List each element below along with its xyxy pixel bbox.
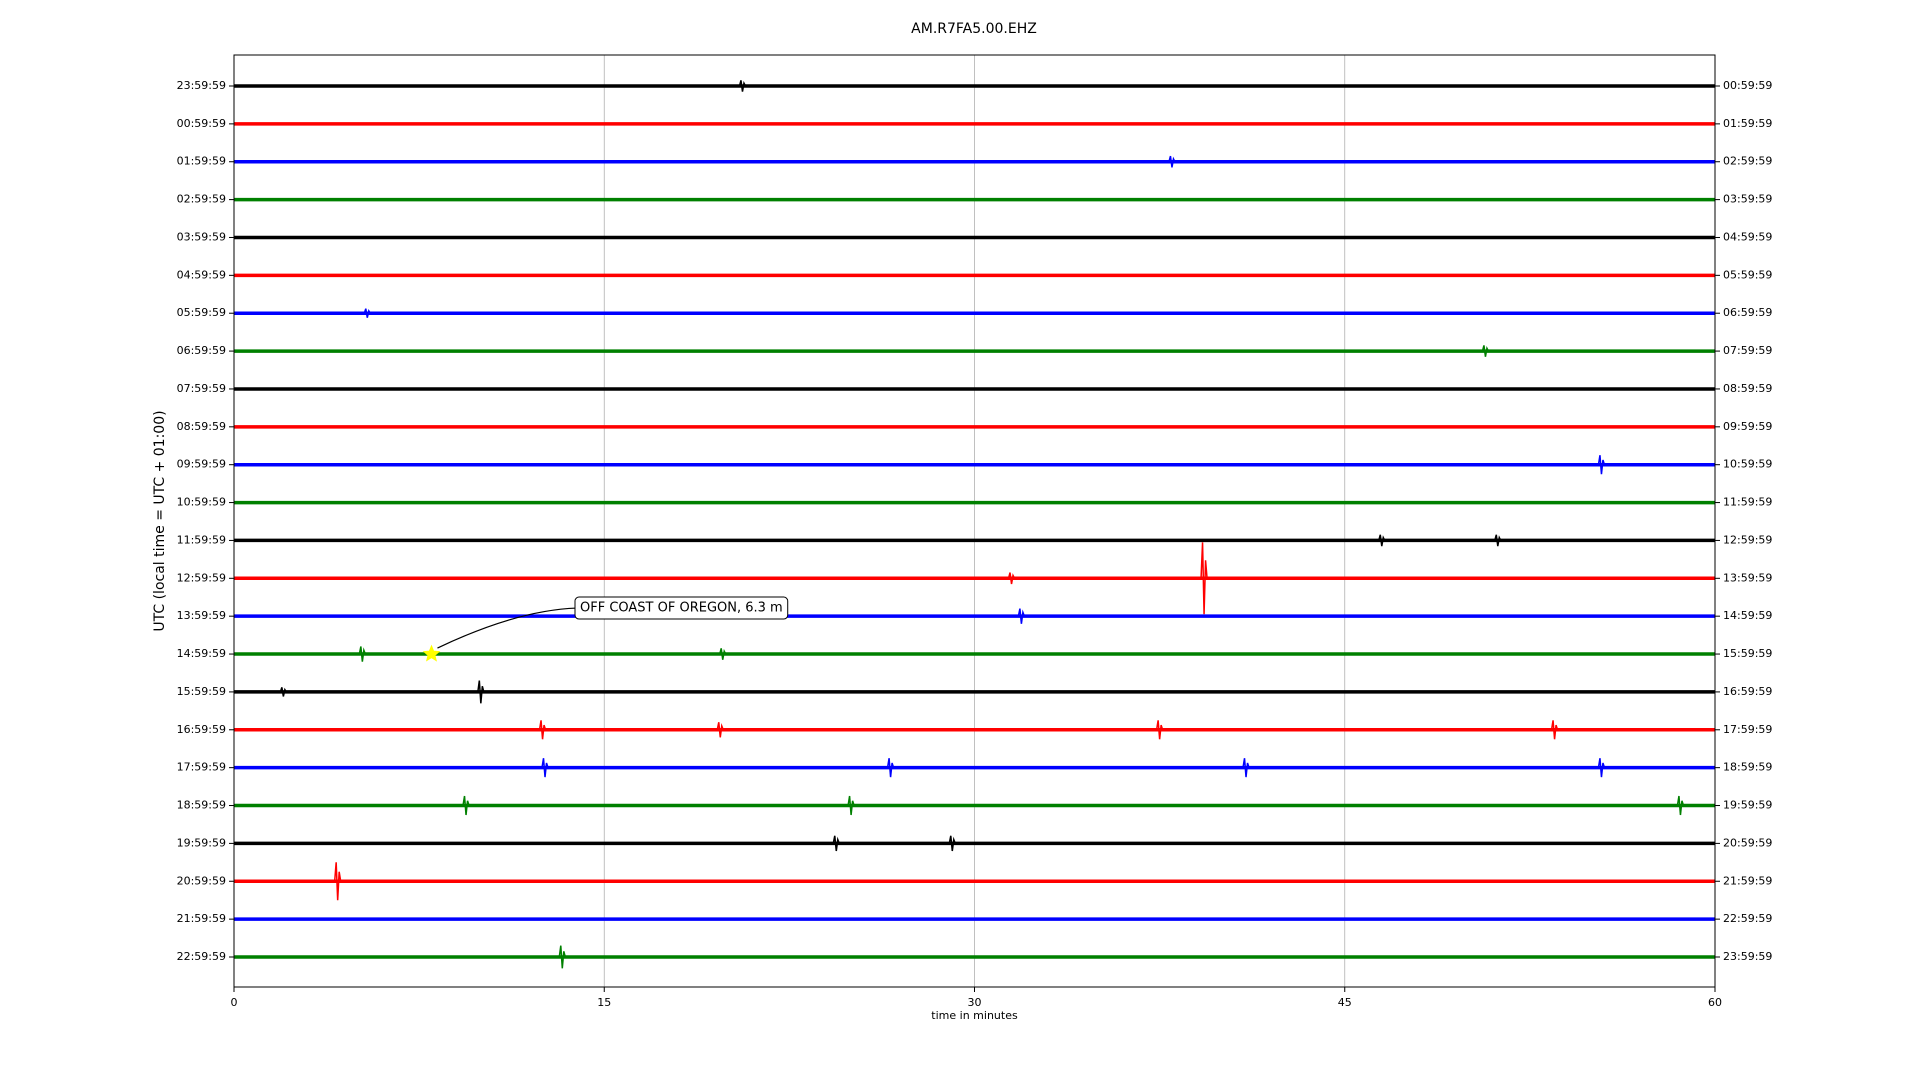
spike xyxy=(279,687,287,697)
y2-tick-label: 23:59:59 xyxy=(1723,950,1772,963)
y2-tick-label: 10:59:59 xyxy=(1723,458,1772,471)
x-tick-label: 45 xyxy=(1338,996,1352,1009)
y2-tick-label: 15:59:59 xyxy=(1723,647,1772,660)
spike xyxy=(1017,608,1026,624)
y2-tick-label: 08:59:59 xyxy=(1723,382,1772,395)
y-axis-label: UTC (local time = UTC + 01:00) xyxy=(152,410,168,631)
y-tick-label: 14:59:59 xyxy=(177,647,226,660)
y2-tick-label: 18:59:59 xyxy=(1723,761,1772,774)
y2-tick-label: 00:59:59 xyxy=(1723,79,1772,92)
y2-tick-label: 16:59:59 xyxy=(1723,685,1772,698)
y2-tick-label: 05:59:59 xyxy=(1723,268,1772,281)
y2-tick-label: 06:59:59 xyxy=(1723,306,1772,319)
y-tick-label: 00:59:59 xyxy=(177,117,226,130)
y-tick-label: 10:59:59 xyxy=(177,496,226,509)
y-tick-label: 06:59:59 xyxy=(177,344,226,357)
y-tick-label: 15:59:59 xyxy=(177,685,226,698)
spike xyxy=(847,795,855,816)
y-tick-label: 05:59:59 xyxy=(177,306,226,319)
spike xyxy=(1481,345,1490,357)
spike xyxy=(948,835,956,852)
spike xyxy=(1007,572,1016,585)
y2-tick-label: 17:59:59 xyxy=(1723,723,1772,736)
x-tick-label: 0 xyxy=(231,996,238,1009)
plot-frame xyxy=(233,54,1716,988)
y-tick-label: 20:59:59 xyxy=(177,874,226,887)
spike xyxy=(363,308,371,318)
spike xyxy=(1168,155,1176,168)
annotation-box xyxy=(574,596,789,620)
chart-title: AM.R7FA5.00.EHZ xyxy=(911,21,1037,37)
y-tick-label: 02:59:59 xyxy=(177,193,226,206)
spike xyxy=(477,680,485,704)
y2-tick-label: 13:59:59 xyxy=(1723,571,1772,584)
y-tick-label: 04:59:59 xyxy=(177,268,226,281)
y-tick-label: 12:59:59 xyxy=(177,571,226,584)
y-tick-label: 23:59:59 xyxy=(177,79,226,92)
annotation-text: OFF COAST OF OREGON, 6.3 m xyxy=(580,601,783,616)
spike xyxy=(462,795,470,816)
spike xyxy=(716,722,724,738)
spike xyxy=(333,862,342,901)
spike xyxy=(1550,720,1559,740)
y2-tick-label: 22:59:59 xyxy=(1723,912,1772,925)
x-tick-label: 60 xyxy=(1708,996,1722,1009)
spike xyxy=(1200,542,1208,615)
x-tick-label: 15 xyxy=(597,996,611,1009)
y2-tick-label: 03:59:59 xyxy=(1723,193,1772,206)
spike xyxy=(1155,720,1164,740)
y-tick-label: 21:59:59 xyxy=(177,912,226,925)
spike xyxy=(358,646,367,662)
x-tick-label: 30 xyxy=(968,996,982,1009)
y2-tick-label: 12:59:59 xyxy=(1723,533,1772,546)
spike xyxy=(1494,534,1502,547)
y-tick-label: 08:59:59 xyxy=(177,420,226,433)
spike xyxy=(538,720,547,740)
y-tick-label: 19:59:59 xyxy=(177,836,226,849)
y-tick-label: 11:59:59 xyxy=(177,533,226,546)
x-axis-label: time in minutes xyxy=(931,1009,1018,1022)
y-tick-label: 13:59:59 xyxy=(177,609,226,622)
spike xyxy=(1378,534,1386,547)
spike xyxy=(558,945,567,969)
y-tick-label: 01:59:59 xyxy=(177,155,226,168)
y-tick-label: 17:59:59 xyxy=(177,761,226,774)
spike xyxy=(1676,795,1685,816)
annotation-arrow xyxy=(437,607,578,649)
y-tick-label: 07:59:59 xyxy=(177,382,226,395)
spike xyxy=(541,758,549,778)
spike xyxy=(1597,758,1606,778)
spike xyxy=(886,758,895,778)
event-star xyxy=(422,644,441,662)
y2-tick-label: 04:59:59 xyxy=(1723,230,1772,243)
y2-tick-label: 14:59:59 xyxy=(1723,609,1772,622)
y-tick-label: 16:59:59 xyxy=(177,723,226,736)
spike xyxy=(832,835,840,852)
spike xyxy=(1597,455,1606,475)
y-tick-label: 09:59:59 xyxy=(177,458,226,471)
y2-tick-label: 09:59:59 xyxy=(1723,420,1772,433)
y-tick-label: 03:59:59 xyxy=(177,230,226,243)
y-tick-label: 22:59:59 xyxy=(177,950,226,963)
y2-tick-label: 02:59:59 xyxy=(1723,155,1772,168)
spike xyxy=(719,648,727,660)
y2-tick-label: 21:59:59 xyxy=(1723,874,1772,887)
y2-tick-label: 19:59:59 xyxy=(1723,799,1772,812)
spike xyxy=(1242,758,1250,778)
y2-tick-label: 11:59:59 xyxy=(1723,496,1772,509)
y2-tick-label: 07:59:59 xyxy=(1723,344,1772,357)
y2-tick-label: 01:59:59 xyxy=(1723,117,1772,130)
spike xyxy=(738,80,747,92)
y-tick-label: 18:59:59 xyxy=(177,799,226,812)
y2-tick-label: 20:59:59 xyxy=(1723,836,1772,849)
